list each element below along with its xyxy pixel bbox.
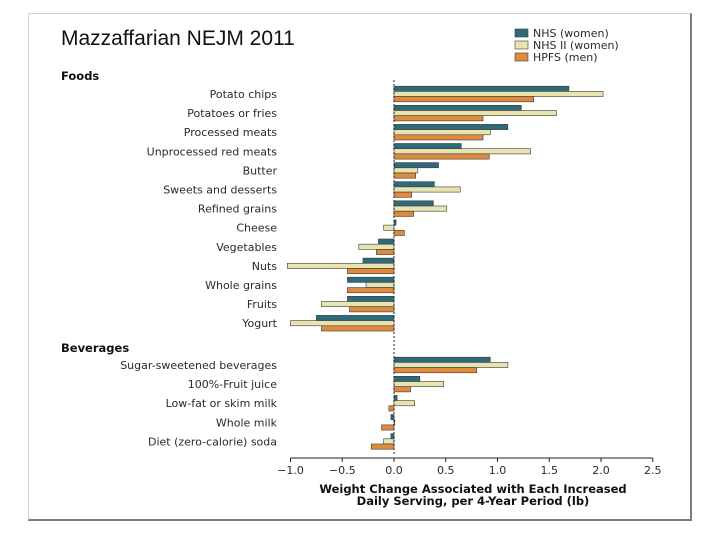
legend-label: NHS II (women) bbox=[533, 39, 619, 52]
bar-hpfs bbox=[321, 325, 395, 332]
category-label: Low-fat or skim milk bbox=[166, 397, 278, 410]
category-label: Sweets and desserts bbox=[163, 184, 277, 197]
x-tick-label: −0.5 bbox=[329, 464, 356, 477]
bar-hpfs bbox=[370, 443, 395, 450]
category-label: Yogurt bbox=[241, 317, 277, 330]
x-tick-label: −1.0 bbox=[277, 464, 304, 477]
category-label: Whole milk bbox=[216, 416, 278, 429]
bar-nhs bbox=[393, 143, 462, 149]
bar-nhs-ii bbox=[393, 362, 509, 368]
category-label: Processed meats bbox=[184, 126, 278, 139]
category-label: Whole grains bbox=[205, 279, 277, 292]
x-tick-label: 0.5 bbox=[437, 464, 455, 477]
x-tick-label: 0.0 bbox=[385, 464, 403, 477]
bar-nhs-ii bbox=[383, 224, 395, 231]
bar-nhs bbox=[393, 375, 421, 382]
x-axis-label: Weight Change Associated with Each Incre… bbox=[319, 482, 626, 496]
legend-swatch bbox=[514, 40, 529, 50]
bar-nhs-ii bbox=[365, 282, 395, 288]
bar-nhs bbox=[393, 124, 509, 130]
bar-hpfs bbox=[393, 115, 484, 122]
category-label: Diet (zero-calorie) soda bbox=[148, 435, 277, 448]
bar-hpfs bbox=[393, 172, 417, 179]
bar-hpfs bbox=[393, 367, 478, 374]
section-label-foods: Foods bbox=[61, 69, 99, 83]
bar-nhs-ii bbox=[393, 400, 416, 407]
legend-label: NHS (women) bbox=[533, 27, 609, 40]
legend-swatch bbox=[514, 28, 529, 38]
bar-hpfs bbox=[393, 230, 405, 236]
category-label: Sugar-sweetened beverages bbox=[120, 359, 277, 372]
bar-nhs bbox=[316, 315, 395, 321]
bar-nhs-ii bbox=[383, 438, 395, 445]
bar-hpfs bbox=[393, 386, 411, 393]
bar-nhs bbox=[362, 257, 395, 264]
category-label: Butter bbox=[243, 164, 278, 177]
bar-nhs bbox=[347, 276, 395, 283]
legend-swatch bbox=[514, 52, 529, 62]
category-label: Nuts bbox=[252, 260, 278, 273]
bar-nhs bbox=[393, 85, 570, 92]
bar-nhs-ii bbox=[393, 110, 557, 116]
bar-nhs bbox=[393, 356, 491, 363]
category-label: Refined grains bbox=[198, 203, 277, 216]
x-tick-label: 2.0 bbox=[592, 464, 610, 477]
bar-nhs bbox=[393, 162, 439, 169]
bar-hpfs bbox=[349, 306, 395, 313]
section-label-beverages: Beverages bbox=[61, 341, 129, 355]
bar-hpfs bbox=[381, 424, 395, 431]
bar-hpfs bbox=[347, 268, 395, 274]
slide-title: Mazzaffarian NEJM 2011 bbox=[61, 27, 295, 50]
bar-hpfs bbox=[376, 249, 395, 255]
bar-nhs-ii bbox=[287, 262, 395, 269]
bar-nhs-ii bbox=[393, 129, 491, 136]
category-label: Cheese bbox=[236, 222, 277, 235]
legend-label: HPFS (men) bbox=[533, 51, 598, 64]
bar-nhs-ii bbox=[290, 320, 395, 327]
category-label: Unprocessed red meats bbox=[147, 145, 278, 158]
bar-nhs-ii bbox=[393, 167, 419, 174]
bar-hpfs bbox=[388, 405, 395, 412]
bar-nhs-ii bbox=[393, 91, 604, 97]
category-label: Vegetables bbox=[216, 241, 277, 254]
bar-nhs bbox=[347, 295, 395, 302]
bar-hpfs bbox=[393, 191, 412, 198]
bar-nhs-ii bbox=[393, 381, 444, 387]
bar-nhs bbox=[393, 219, 397, 226]
category-label: Fruits bbox=[247, 298, 277, 311]
bar-nhs bbox=[378, 238, 395, 245]
bar-nhs bbox=[393, 105, 522, 111]
x-tick-label: 1.0 bbox=[489, 464, 507, 477]
category-label: Potatoes or fries bbox=[187, 107, 277, 120]
bar-hpfs bbox=[393, 210, 414, 217]
x-axis-label: Daily Serving, per 4-Year Period (lb) bbox=[357, 494, 590, 508]
bar-nhs bbox=[393, 200, 434, 207]
bar-nhs-ii bbox=[321, 301, 395, 307]
x-tick-label: 2.5 bbox=[644, 464, 662, 477]
bar-nhs-ii bbox=[393, 186, 461, 193]
bar-hpfs bbox=[393, 134, 484, 141]
bar-hpfs bbox=[393, 96, 535, 103]
bar-hpfs bbox=[393, 153, 490, 160]
x-tick-label: 1.5 bbox=[541, 464, 559, 477]
bar-nhs-ii bbox=[393, 205, 448, 212]
bar-nhs-ii bbox=[358, 243, 395, 250]
bar-hpfs bbox=[347, 287, 395, 294]
bar-nhs-ii bbox=[393, 148, 531, 155]
category-label: Potato chips bbox=[210, 88, 278, 101]
category-label: 100%-Fruit juice bbox=[188, 378, 277, 391]
bar-nhs bbox=[393, 181, 435, 188]
